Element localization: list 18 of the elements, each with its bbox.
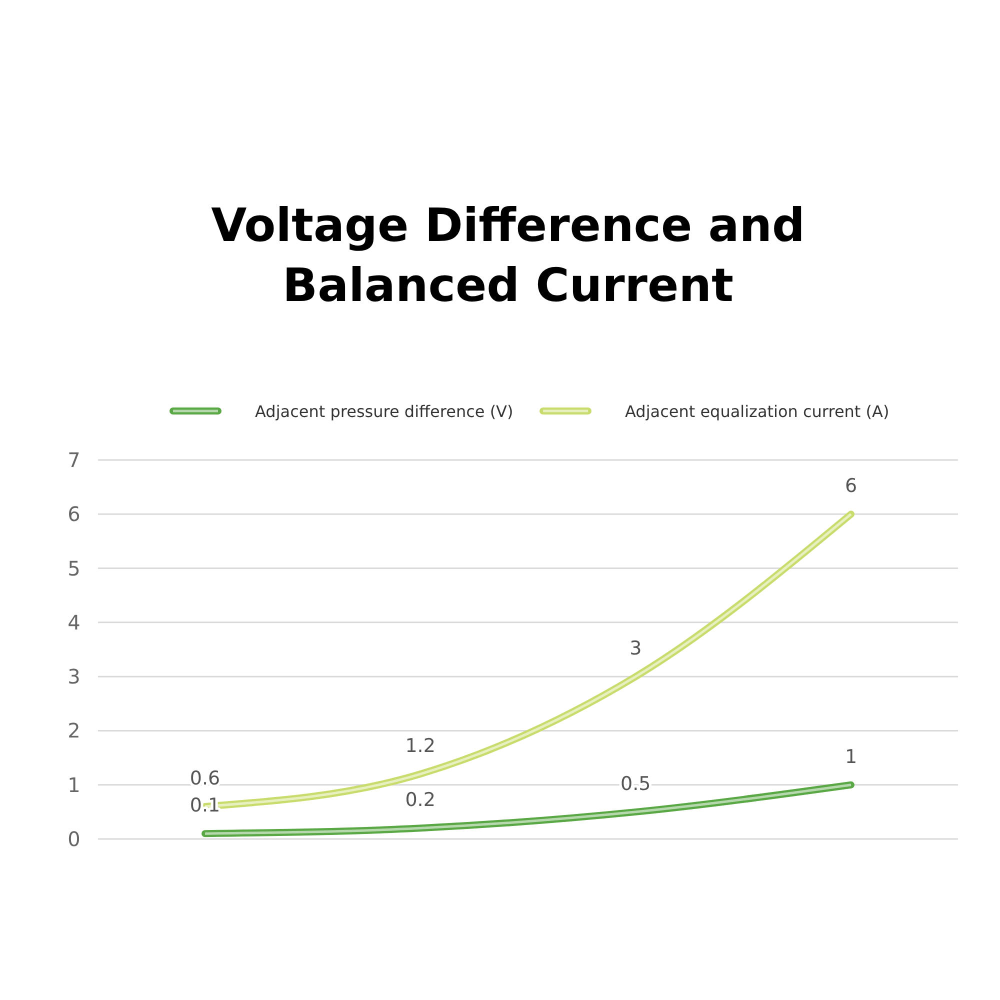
y-tick-label: 1 — [68, 772, 80, 797]
y-tick-label: 7 — [68, 448, 80, 472]
data-label: 6 — [844, 475, 858, 498]
y-tick-label: 0 — [68, 827, 80, 851]
legend-label: Adjacent equalization current (A) — [625, 402, 890, 421]
chart-title: Voltage Difference and Balanced Current — [211, 198, 805, 312]
data-label: 1 — [844, 746, 858, 768]
y-tick-label: 2 — [68, 718, 80, 743]
y-tick-label: 6 — [68, 502, 80, 526]
y-tick-label: 3 — [68, 664, 80, 689]
data-label: 0.2 — [405, 789, 436, 812]
data-label: 0.5 — [620, 772, 651, 795]
y-tick-label: 5 — [68, 556, 80, 580]
data-label: 0.6 — [190, 768, 220, 790]
data-label: 1.2 — [405, 735, 436, 758]
data-label: 3 — [630, 638, 642, 660]
y-tick-label: 4 — [68, 610, 80, 634]
legend-label: Adjacent pressure difference (V) — [255, 402, 514, 421]
